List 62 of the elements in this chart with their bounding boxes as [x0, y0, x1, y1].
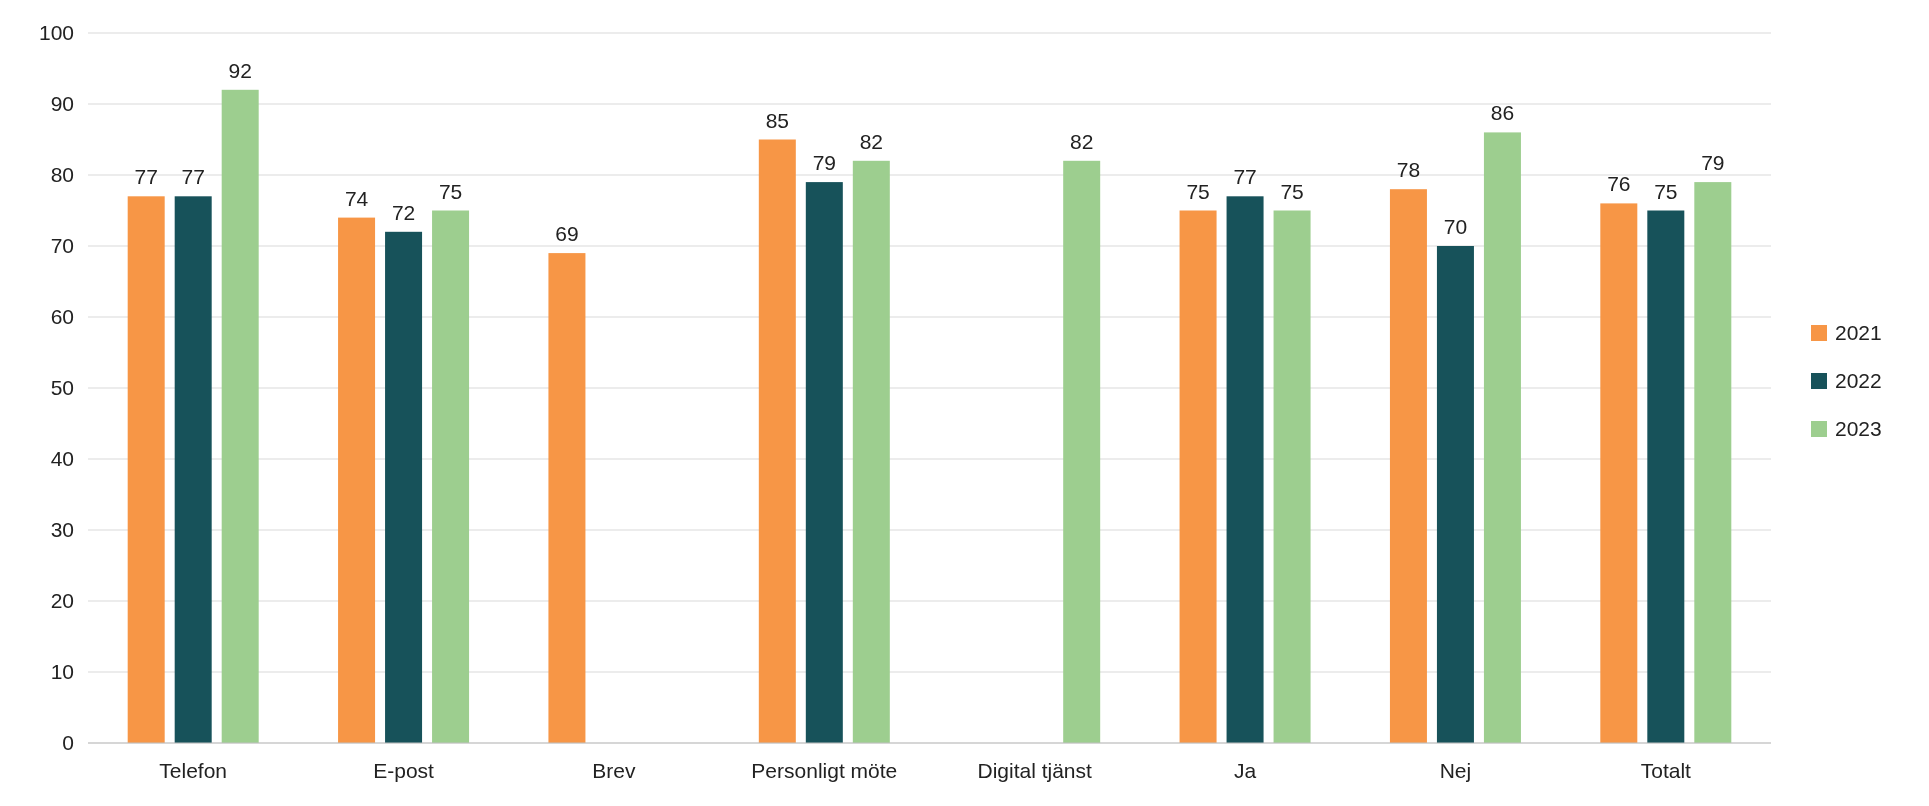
- data-label: 79: [1701, 151, 1725, 175]
- x-tick-label: Nej: [1439, 759, 1472, 782]
- data-label: 72: [391, 200, 416, 224]
- legend-label: 2022: [1835, 369, 1882, 393]
- x-tick-label: Ja: [1233, 759, 1257, 782]
- x-tick-label: Personligt möte: [751, 759, 898, 782]
- bar: [1436, 246, 1474, 743]
- bar: [1179, 210, 1217, 743]
- data-label: 79: [812, 151, 836, 175]
- y-tick-label: 70: [50, 234, 74, 258]
- x-tick-label: E-post: [373, 759, 435, 782]
- data-label: 78: [1396, 158, 1421, 182]
- y-tick-label: 0: [62, 731, 74, 755]
- data-label: 77: [134, 165, 158, 189]
- data-label: 85: [765, 108, 789, 132]
- bar: [805, 182, 843, 743]
- x-tick-label: Telefon: [159, 759, 228, 782]
- bar: [1600, 203, 1638, 743]
- bar: [127, 196, 165, 743]
- bar: [1389, 189, 1427, 743]
- bar: [758, 139, 796, 743]
- x-tick-label: Totalt: [1640, 759, 1692, 782]
- y-tick-label: 30: [50, 518, 74, 542]
- bar: [385, 231, 423, 743]
- data-label: 70: [1443, 215, 1468, 238]
- bar: [1483, 132, 1521, 743]
- x-tick-label: Digital tjänst: [977, 759, 1093, 782]
- data-label: 77: [1233, 165, 1257, 189]
- data-label: 69: [555, 222, 579, 246]
- bar: [1063, 160, 1101, 743]
- bar: [1647, 210, 1685, 743]
- data-label: 77: [181, 165, 205, 189]
- y-tick-label: 60: [50, 305, 74, 329]
- data-label: 82: [1070, 129, 1094, 153]
- bar: [852, 160, 890, 743]
- data-label: 74: [344, 186, 369, 210]
- legend-label: 2021: [1835, 321, 1882, 345]
- data-label: 82: [859, 129, 883, 153]
- data-label: 76: [1607, 172, 1631, 196]
- data-label: 86: [1490, 101, 1515, 125]
- data-label: 75: [438, 179, 463, 203]
- y-tick-label: 50: [50, 376, 74, 400]
- y-tick-label: 40: [50, 447, 74, 471]
- bar: [174, 196, 212, 743]
- y-tick-label: 90: [50, 92, 74, 116]
- x-tick-label: Brev: [592, 759, 637, 782]
- legend-label: 2023: [1835, 417, 1882, 441]
- y-tick-label: 10: [50, 660, 74, 684]
- bar: [1694, 182, 1732, 743]
- data-label: 75: [1280, 179, 1304, 203]
- bar: [221, 89, 259, 743]
- data-label: 92: [228, 58, 252, 82]
- y-tick-label: 20: [50, 589, 74, 613]
- bar: [1273, 210, 1311, 743]
- bar: [548, 253, 586, 743]
- data-label: 75: [1186, 179, 1210, 203]
- bar: [1226, 196, 1264, 743]
- data-label: 75: [1654, 179, 1678, 203]
- y-tick-label: 100: [38, 21, 74, 45]
- bar: [338, 217, 376, 743]
- bar: [432, 210, 470, 743]
- y-tick-label: 80: [50, 163, 74, 187]
